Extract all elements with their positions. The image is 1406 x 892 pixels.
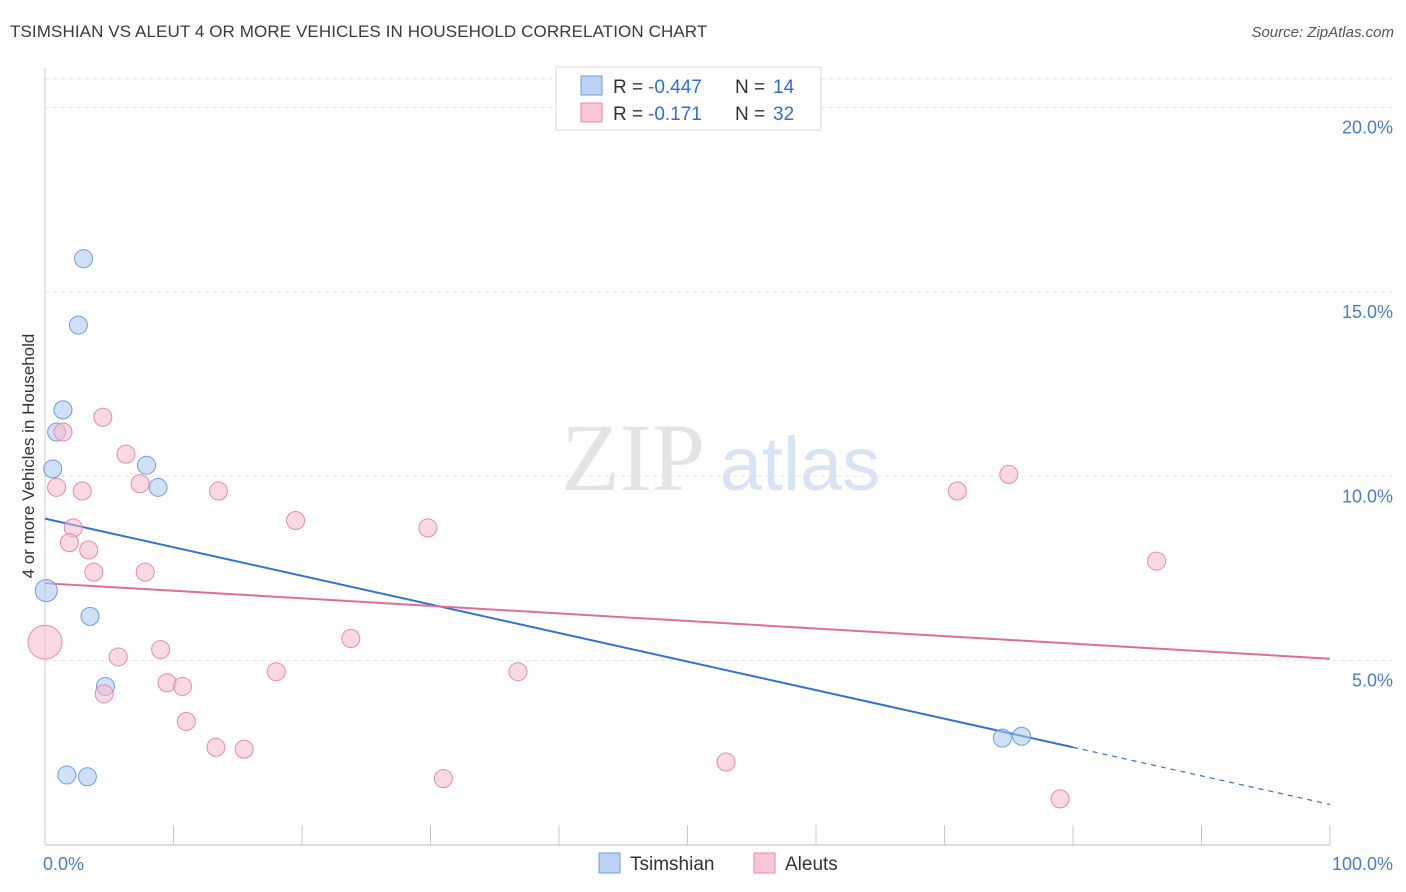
legend-n-label-0: N = — [735, 77, 765, 98]
source-label: Source: ZipAtlas.com — [1251, 24, 1394, 41]
point-aleuts-24 — [172, 676, 192, 696]
x-tick-label-1: 100.0% — [1332, 854, 1393, 874]
trendlines — [44, 517, 1331, 806]
point-tsimshian-12 — [992, 728, 1012, 748]
point-tsimshian-8 — [34, 579, 58, 603]
y-tick-label-3: 20.0% — [1342, 118, 1393, 138]
point-aleuts-5 — [130, 474, 150, 494]
point-tsimshian-5 — [137, 455, 157, 475]
point-aleuts-19 — [151, 640, 171, 660]
data-points — [27, 249, 1167, 809]
watermark-atlas: atlas — [720, 422, 881, 507]
bottom-legend: Tsimshian Aleuts — [598, 852, 838, 875]
legend-swatch-tsimshian — [580, 75, 603, 96]
watermark: ZIP atlas — [561, 404, 880, 511]
bottom-legend-label-aleuts: Aleuts — [785, 854, 838, 875]
y-axis-label: 4 or more Vehicles in Household — [19, 334, 38, 579]
gridlines — [45, 78, 1392, 662]
point-aleuts-31 — [1050, 789, 1070, 809]
legend-n-label-1: N = — [735, 104, 765, 125]
y-tick-label-0: 5.0% — [1352, 671, 1393, 691]
y-tick-labels: 5.0% 10.0% 15.0% 20.0% — [1342, 118, 1393, 691]
point-aleuts-3 — [47, 477, 67, 497]
legend: R = -0.447 N = 14 R = -0.171 N = 32 — [555, 66, 822, 131]
trendline-tsimshian — [44, 517, 1074, 749]
legend-r-value-0: -0.447 — [648, 77, 702, 98]
trendline-extension-tsimshian — [1072, 746, 1331, 806]
point-tsimshian-7 — [80, 606, 100, 626]
point-tsimshian-0 — [74, 249, 94, 269]
point-aleuts-1 — [53, 422, 73, 442]
point-aleuts-2 — [116, 444, 136, 464]
y-tick-label-1: 10.0% — [1342, 486, 1393, 506]
legend-swatch-aleuts — [580, 102, 603, 123]
point-aleuts-13 — [135, 562, 155, 582]
point-aleuts-9 — [59, 533, 79, 553]
point-aleuts-27 — [206, 737, 226, 757]
point-tsimshian-6 — [148, 477, 168, 497]
point-aleuts-10 — [79, 540, 99, 560]
legend-r-value-1: -0.171 — [648, 104, 702, 125]
point-aleuts-22 — [508, 662, 528, 682]
y-tick-label-2: 15.0% — [1342, 302, 1393, 322]
point-tsimshian-10 — [57, 765, 77, 785]
axes — [44, 68, 1331, 846]
x-tick-label-0: 0.0% — [43, 854, 84, 874]
point-aleuts-25 — [94, 684, 114, 704]
point-aleuts-14 — [947, 481, 967, 501]
legend-n-value-0: 14 — [773, 77, 795, 98]
point-aleuts-29 — [433, 769, 453, 789]
trendline-aleuts — [44, 582, 1331, 660]
legend-r-label-1: R = — [613, 104, 643, 125]
point-tsimshian-2 — [53, 400, 73, 420]
legend-r-label-0: R = — [613, 77, 643, 98]
bottom-legend-label-tsimshian: Tsimshian — [630, 854, 714, 875]
bottom-legend-swatch-aleuts — [753, 852, 776, 874]
x-tick-labels: 0.0% 100.0% — [43, 854, 1393, 874]
point-aleuts-16 — [1147, 551, 1167, 571]
point-tsimshian-11 — [77, 767, 97, 787]
point-aleuts-30 — [716, 752, 736, 772]
point-tsimshian-1 — [68, 315, 88, 335]
point-aleuts-4 — [72, 481, 92, 501]
point-aleuts-15 — [999, 464, 1019, 484]
point-tsimshian-13 — [1012, 726, 1032, 746]
point-aleuts-18 — [108, 647, 128, 667]
point-aleuts-6 — [208, 481, 228, 501]
point-aleuts-20 — [341, 629, 361, 648]
point-aleuts-0 — [93, 407, 113, 427]
point-aleuts-12 — [84, 562, 104, 582]
point-aleuts-17 — [27, 624, 63, 660]
point-aleuts-8 — [286, 511, 306, 530]
point-aleuts-21 — [266, 662, 286, 682]
point-tsimshian-4 — [43, 459, 63, 479]
watermark-zip: ZIP — [561, 404, 705, 511]
point-aleuts-28 — [234, 739, 254, 759]
bottom-legend-swatch-tsimshian — [598, 852, 621, 874]
point-aleuts-26 — [176, 711, 196, 731]
legend-n-value-1: 32 — [773, 104, 794, 125]
chart-title: TSIMSHIAN VS ALEUT 4 OR MORE VEHICLES IN… — [10, 22, 708, 41]
point-aleuts-11 — [418, 518, 438, 538]
